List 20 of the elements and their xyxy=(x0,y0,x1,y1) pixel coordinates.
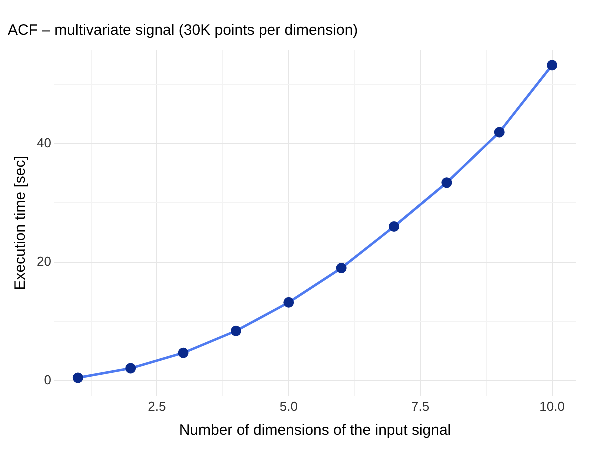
point xyxy=(442,178,452,188)
point xyxy=(284,297,294,308)
point xyxy=(230,326,242,336)
x-tick-label: 2.5 xyxy=(148,398,166,414)
point xyxy=(72,372,84,384)
y-tick-label: 0 xyxy=(44,372,52,388)
x-tick-label: 10.0 xyxy=(540,398,565,414)
y-tick-label: 20 xyxy=(36,254,52,269)
x-tick-label: 5.0 xyxy=(280,398,298,414)
point xyxy=(336,263,347,274)
point xyxy=(547,60,558,71)
point xyxy=(126,363,136,374)
x-axis-title: Number of dimensions of the input signal xyxy=(179,422,452,440)
point xyxy=(389,222,400,232)
point xyxy=(494,127,505,138)
y-tick-label: 40 xyxy=(36,135,52,150)
x-tick-label: 7.5 xyxy=(412,398,430,414)
point xyxy=(178,348,189,358)
chart-title: ACF – multivariate signal (30K points per dimension) xyxy=(8,22,358,40)
y-axis-title: Execution time [sec] xyxy=(12,156,30,290)
